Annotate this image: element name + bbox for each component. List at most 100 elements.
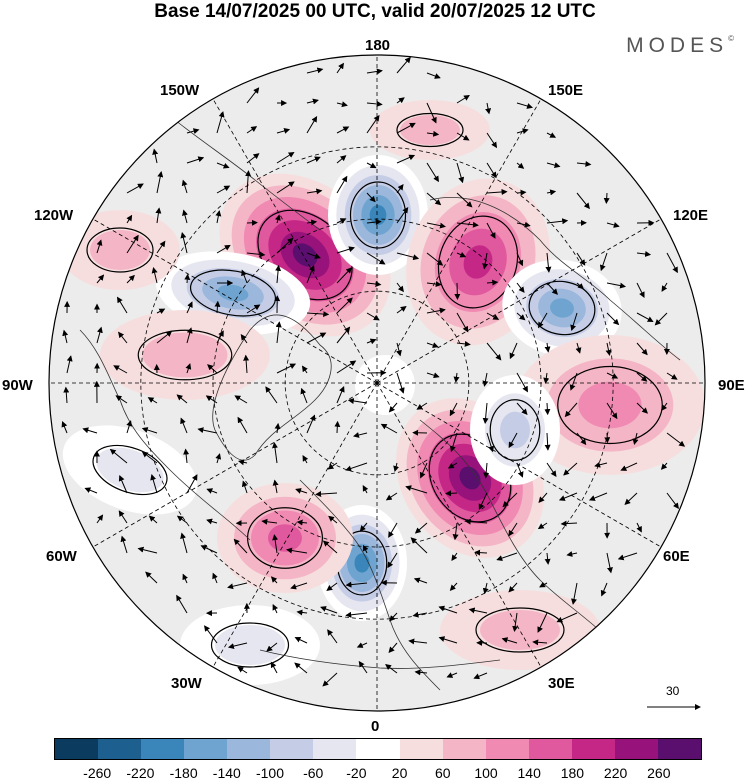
- wind-vector: [353, 432, 368, 438]
- wind-vector: [306, 98, 319, 105]
- wind-vector: [426, 72, 441, 79]
- wind-vector: [410, 537, 428, 554]
- wind-vector: [426, 342, 439, 348]
- wind-vector: [180, 232, 188, 254]
- wind-vector: [294, 662, 308, 674]
- wind-vector: [336, 246, 355, 254]
- wind-vector: [270, 661, 278, 674]
- wind-vector: [445, 490, 458, 497]
- colorbar-tick-label: 60: [435, 765, 451, 781]
- wind-vector: [666, 372, 678, 380]
- wind-vector: [405, 485, 428, 494]
- circulation-contour: [92, 444, 168, 496]
- wind-vector: [456, 94, 470, 104]
- lon-label-90e: 90E: [718, 377, 745, 394]
- anomaly-contour: [459, 466, 481, 490]
- colorbar-swatch: [356, 739, 400, 759]
- wind-vector: [570, 312, 578, 332]
- anomaly-contour: [369, 205, 387, 225]
- wind-vector: [486, 222, 496, 239]
- wind-vector: [482, 372, 489, 387]
- wind-vector: [516, 128, 529, 135]
- wind-vector: [150, 473, 158, 494]
- page-title: Base 14/07/2025 00 UTC, valid 20/07/2025…: [154, 1, 596, 22]
- latitude-circle: [140, 146, 614, 620]
- wind-vector: [456, 221, 479, 228]
- wind-vector: [246, 251, 266, 258]
- lon-label-60e: 60E: [663, 548, 690, 565]
- wind-vector: [186, 301, 193, 314]
- wind-vector: [322, 672, 338, 687]
- wind-vector: [345, 611, 368, 618]
- anomaly-contour: [217, 284, 249, 302]
- wind-vector: [274, 214, 281, 224]
- wind-vector: [426, 307, 446, 314]
- wind-vector: [576, 252, 586, 266]
- wind-vector: [566, 551, 578, 557]
- anomaly-contour: [354, 553, 370, 573]
- wind-vector: [246, 126, 258, 134]
- wind-vector: [240, 333, 248, 344]
- colorbar-tick-label: -180: [169, 765, 198, 781]
- coastline: [299, 479, 441, 691]
- wind-vector: [290, 582, 308, 590]
- meridian-line: [376, 98, 542, 384]
- wind-vector: [155, 207, 162, 224]
- wind-vector: [216, 330, 224, 344]
- wind-vector: [115, 395, 128, 404]
- wind-vector: [366, 252, 386, 265]
- wind-vector: [274, 422, 281, 434]
- wind-vector: [204, 625, 218, 644]
- wind-vector: [449, 582, 458, 591]
- wind-vector: [558, 492, 578, 501]
- wind-vector: [606, 402, 618, 420]
- wind-vector: [396, 372, 405, 394]
- wind-vector: [396, 56, 411, 74]
- wind-vector: [359, 522, 368, 532]
- colorbar-swatch: [98, 739, 142, 759]
- wind-vector: [456, 192, 473, 208]
- wind-vector: [389, 612, 398, 622]
- wind-vector: [216, 185, 231, 194]
- wind-vector: [546, 162, 561, 169]
- wind-vector: [336, 360, 357, 374]
- wind-vector: [606, 222, 620, 228]
- wind-vector: [362, 544, 369, 554]
- colorbar-tick-label: -20: [346, 765, 367, 781]
- wind-vector: [426, 162, 439, 183]
- wind-vector: [486, 312, 500, 320]
- lon-label-30e: 30E: [548, 675, 575, 692]
- wind-vector: [156, 240, 166, 254]
- wind-vector: [345, 581, 368, 588]
- wind-vector: [336, 326, 351, 344]
- wind-vector: [345, 462, 368, 472]
- wind-vector: [152, 148, 159, 164]
- wind-vector: [387, 552, 398, 569]
- wind-vector: [336, 297, 353, 314]
- wind-vector: [206, 488, 218, 494]
- wind-vector: [516, 462, 524, 478]
- colorbar-ticks: -260 -220 -180 -140 -100 -60 -20 20 60 100 140 180 2…: [54, 765, 702, 783]
- anomaly-contour: [268, 524, 302, 552]
- colorbar-tick-label: 260: [647, 765, 671, 781]
- wind-vector: [438, 636, 458, 644]
- wind-vector: [366, 68, 383, 75]
- colorbar-tick-label: 20: [391, 765, 408, 781]
- wind-vector: [315, 491, 338, 498]
- wind-vector: [243, 354, 250, 374]
- wind-vector: [306, 311, 330, 318]
- wind-vector: [186, 474, 198, 494]
- wind-vector: [151, 267, 158, 284]
- wind-vector: [126, 214, 133, 224]
- wind-vector: [276, 128, 291, 134]
- wind-vector: [82, 427, 98, 434]
- wind-vector: [456, 162, 465, 184]
- wind-vector: [113, 365, 128, 374]
- wind-vector: [334, 420, 341, 434]
- wind-vector: [215, 453, 222, 464]
- anomaly-contour: [578, 381, 642, 429]
- wind-vector: [569, 372, 578, 391]
- wind-vector: [560, 520, 578, 527]
- wind-vector: [200, 545, 218, 554]
- wind-vector: [396, 342, 402, 357]
